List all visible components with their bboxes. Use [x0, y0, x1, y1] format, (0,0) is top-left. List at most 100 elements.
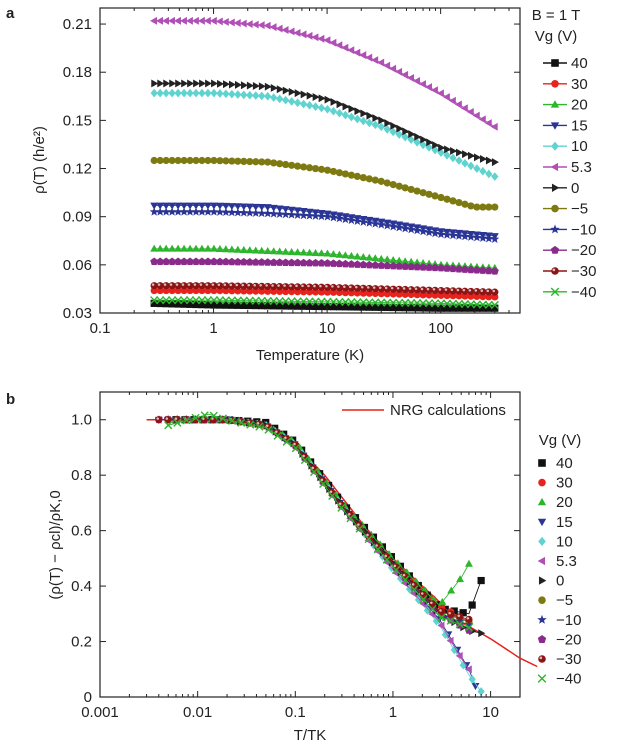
a-data-point	[491, 158, 499, 167]
a-data-point	[179, 207, 189, 216]
a-data-point	[246, 282, 254, 290]
a-data-point	[156, 257, 165, 265]
a-data-point	[162, 296, 171, 305]
a-data-point	[460, 265, 469, 273]
b-y-tick-label: 0.2	[71, 634, 92, 651]
a-data-point	[239, 19, 247, 28]
a-data-point	[335, 41, 343, 50]
a-data-point	[407, 286, 415, 294]
b-data-point	[447, 610, 455, 618]
a-data-point	[437, 286, 445, 295]
a-data-point	[216, 301, 224, 309]
b-data-point	[456, 575, 465, 583]
a-data-point	[395, 262, 404, 270]
b-data-point	[477, 687, 485, 696]
a-data-point	[317, 211, 326, 221]
a-data-point	[311, 297, 320, 306]
panel-a-y-ticks: 0.03 0.06 0.09 0.12 0.15 0.18 0.21	[63, 16, 520, 322]
a-data-point	[168, 257, 177, 265]
a-data-point	[312, 93, 320, 101]
a-data-point	[221, 202, 230, 210]
b-data-point	[401, 575, 410, 584]
legend-marker	[537, 674, 547, 683]
a-data-point	[336, 100, 344, 109]
a-data-point	[150, 299, 158, 307]
panel-a-x-axis-label: Temperature (K)	[256, 347, 364, 364]
a-data-point	[186, 300, 194, 308]
a-data-point	[460, 104, 468, 113]
a-data-point	[461, 158, 469, 168]
b-series-line	[158, 419, 476, 687]
a-data-point	[156, 296, 165, 305]
a-data-point	[245, 258, 254, 266]
a-data-point	[413, 304, 421, 312]
a-data-point	[431, 192, 439, 200]
a-data-point	[407, 73, 415, 82]
b-data-point	[255, 422, 264, 431]
panel-b-x-ticks: 0.001 0.01 0.1 1 10	[81, 392, 521, 721]
legend-label: −10	[556, 612, 581, 629]
a-data-point	[287, 258, 296, 267]
a-data-point	[473, 164, 481, 173]
a-data-point	[299, 163, 308, 171]
a-data-point	[454, 231, 464, 240]
b-data-point	[419, 595, 428, 604]
legend-item-30: 30	[543, 76, 588, 93]
a-data-point	[430, 86, 438, 95]
a-data-point	[305, 248, 314, 256]
a-data-point	[341, 284, 350, 292]
a-data-point	[281, 297, 290, 306]
a-data-point	[245, 246, 254, 254]
a-data-point	[329, 259, 338, 267]
a-data-point	[437, 193, 445, 202]
a-data-point	[353, 260, 362, 268]
a-data-point	[329, 38, 337, 47]
a-data-point	[413, 258, 422, 266]
a-data-point	[222, 282, 230, 290]
legend-label: 40	[571, 55, 588, 72]
a-data-point	[288, 161, 296, 169]
a-data-point	[407, 185, 415, 194]
a-data-point	[359, 298, 368, 307]
a-data-point	[478, 266, 487, 274]
b-data-point	[200, 411, 209, 420]
a-data-point	[335, 303, 344, 311]
b-data-point	[419, 599, 427, 608]
a-data-point	[376, 220, 386, 229]
b-data-point	[414, 595, 423, 605]
a-data-point	[317, 103, 326, 113]
a-data-point	[395, 130, 403, 139]
a-data-point	[485, 288, 493, 296]
a-data-point	[449, 304, 457, 312]
b-data-point	[391, 565, 401, 575]
a-data-point	[192, 282, 200, 290]
legend-item-0: 0	[543, 180, 579, 197]
legend-item-10: 10	[543, 138, 588, 155]
a-data-point	[198, 156, 206, 165]
a-data-point	[460, 299, 470, 309]
a-data-point	[161, 16, 170, 25]
a-data-point	[228, 282, 236, 290]
a-data-point	[299, 210, 309, 220]
b-data-point	[428, 604, 437, 614]
a-data-point	[263, 258, 272, 266]
a-data-point	[281, 258, 290, 266]
b-data-point	[182, 416, 191, 425]
a-data-point	[479, 166, 487, 176]
b-data-point	[432, 616, 440, 626]
a-data-point	[270, 282, 278, 291]
a-data-point	[215, 207, 225, 216]
a-series-minus-10	[149, 207, 500, 243]
legend-label: −10	[571, 221, 596, 238]
a-data-point	[246, 90, 254, 100]
a-data-point	[276, 85, 284, 94]
a-data-point	[430, 228, 440, 238]
a-data-point	[287, 27, 295, 36]
a-data-point	[424, 299, 434, 308]
a-data-point	[468, 151, 476, 160]
a-data-point	[425, 286, 433, 294]
b-data-point	[319, 479, 328, 489]
a-data-point	[365, 175, 373, 183]
a-data-point	[203, 16, 211, 25]
a-data-point	[192, 300, 200, 309]
